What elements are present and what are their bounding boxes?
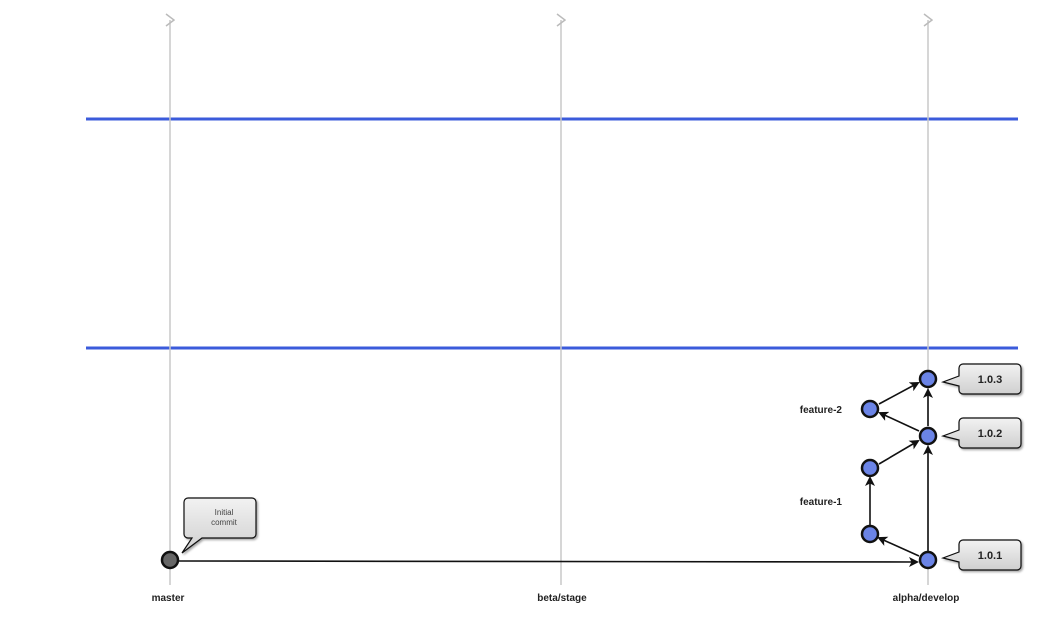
initial-commit-note-line1: Initial xyxy=(215,508,234,517)
arrow-101-to-feature1a xyxy=(877,536,920,557)
tag-1.0.1-bubble xyxy=(940,539,1022,571)
initial-commit-note xyxy=(181,497,257,554)
tag-1.0.2-label: 1.0.2 xyxy=(978,428,1002,440)
commit-1.0.3[interactable] xyxy=(918,369,938,389)
branch-label-alpha: alpha/develop xyxy=(893,593,960,604)
feature-2-label: feature-2 xyxy=(800,405,843,416)
arrow-feature2-to-103 xyxy=(878,382,920,405)
commit-initial[interactable] xyxy=(160,550,180,570)
tag-1.0.2-bubble xyxy=(940,417,1022,449)
tag-1.0.3-bubble xyxy=(940,363,1022,395)
commit-feature-2[interactable] xyxy=(860,399,880,419)
commit-arrows xyxy=(177,382,933,567)
stage-dividers xyxy=(86,117,1018,350)
arrow-initial-to-101 xyxy=(177,556,919,567)
arrow-102-to-feature2 xyxy=(878,411,920,432)
commit-feature-1-b[interactable] xyxy=(860,458,880,478)
commit-feature-1-a[interactable] xyxy=(860,524,880,544)
commit-1.0.1[interactable] xyxy=(918,550,938,570)
commit-1.0.2[interactable] xyxy=(918,426,938,446)
tag-1.0.3-label: 1.0.3 xyxy=(978,374,1002,386)
tag-1.0.1-label: 1.0.1 xyxy=(978,550,1002,562)
tag-bubbles xyxy=(940,363,1022,571)
branch-label-master: master xyxy=(152,593,185,604)
arrow-feature1b-to-102 xyxy=(878,439,920,465)
feature-1-label: feature-1 xyxy=(800,497,843,508)
initial-commit-note-line2: commit xyxy=(211,518,238,527)
branch-label-beta: beta/stage xyxy=(537,593,587,604)
commits xyxy=(160,369,938,570)
